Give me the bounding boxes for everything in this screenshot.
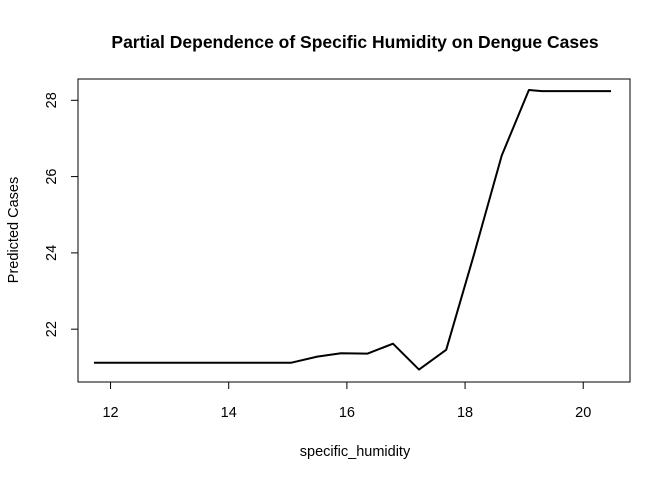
plot-box: [77, 78, 631, 383]
x-axis-label: specific_humidity: [300, 444, 411, 460]
x-tick-label: 14: [221, 405, 237, 421]
y-tick-label: 28: [44, 92, 60, 108]
chart-title: Partial Dependence of Specific Humidity …: [111, 32, 598, 52]
series-line-0: [94, 89, 611, 371]
y-axis-label: Predicted Cases: [6, 177, 22, 283]
x-tick-label: 16: [339, 405, 355, 421]
x-axis: 12 14 16 18 20: [102, 382, 591, 421]
y-axis: 22 24 26 28: [44, 92, 78, 337]
x-tick-label: 12: [102, 405, 118, 421]
x-tick-label: 18: [457, 405, 473, 421]
y-tick-label: 22: [44, 321, 60, 337]
series-layer: [94, 89, 611, 371]
y-tick-label: 26: [44, 169, 60, 185]
x-tick-label: 20: [575, 405, 591, 421]
y-tick-label: 24: [44, 245, 60, 261]
